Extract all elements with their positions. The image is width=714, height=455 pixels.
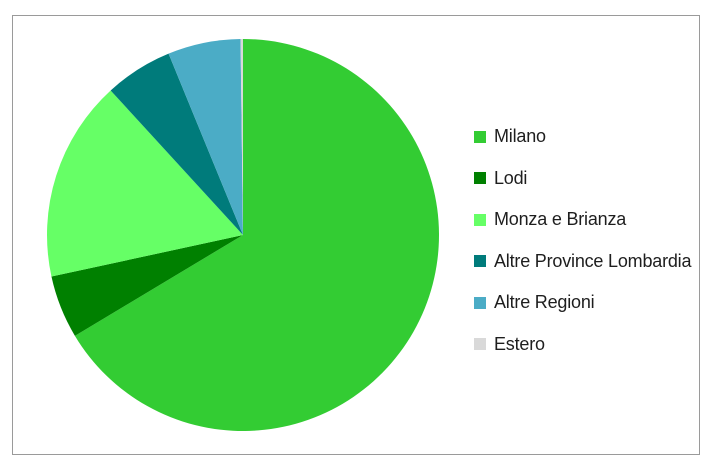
pie-slice-milano	[74, 39, 439, 432]
legend-swatch	[474, 130, 486, 143]
legend-item: Estero	[474, 324, 691, 366]
chart-legend: Milano Lodi Monza e Brianza Altre Province …	[474, 116, 691, 365]
pie-slice-estero	[240, 39, 243, 235]
legend-item: Altre Regioni	[474, 282, 691, 324]
legend-swatch	[474, 255, 486, 268]
legend-label: Estero	[494, 333, 545, 354]
legend-swatch	[474, 172, 486, 185]
legend-item: Altre Province Lombardia	[474, 241, 691, 283]
pie-slice-monza-e-brianza	[47, 90, 243, 277]
pie-slice-altre-regioni	[168, 39, 243, 235]
legend-swatch	[474, 213, 486, 226]
legend-swatch	[474, 338, 486, 351]
legend-item: Milano	[474, 116, 691, 158]
pie-chart	[47, 39, 439, 432]
pie-slice-lodi	[51, 235, 244, 336]
legend-swatch	[474, 296, 486, 309]
legend-label: Altre Province Lombardia	[494, 250, 692, 271]
legend-item: Lodi	[474, 158, 691, 200]
legend-label: Monza e Brianza	[494, 209, 627, 230]
legend-label: Altre Regioni	[494, 292, 595, 313]
legend-label: Lodi	[494, 167, 528, 188]
pie-slice-altre-province-lombardia	[110, 53, 243, 236]
legend-item: Monza e Brianza	[474, 199, 691, 241]
legend-label: Milano	[494, 126, 546, 147]
